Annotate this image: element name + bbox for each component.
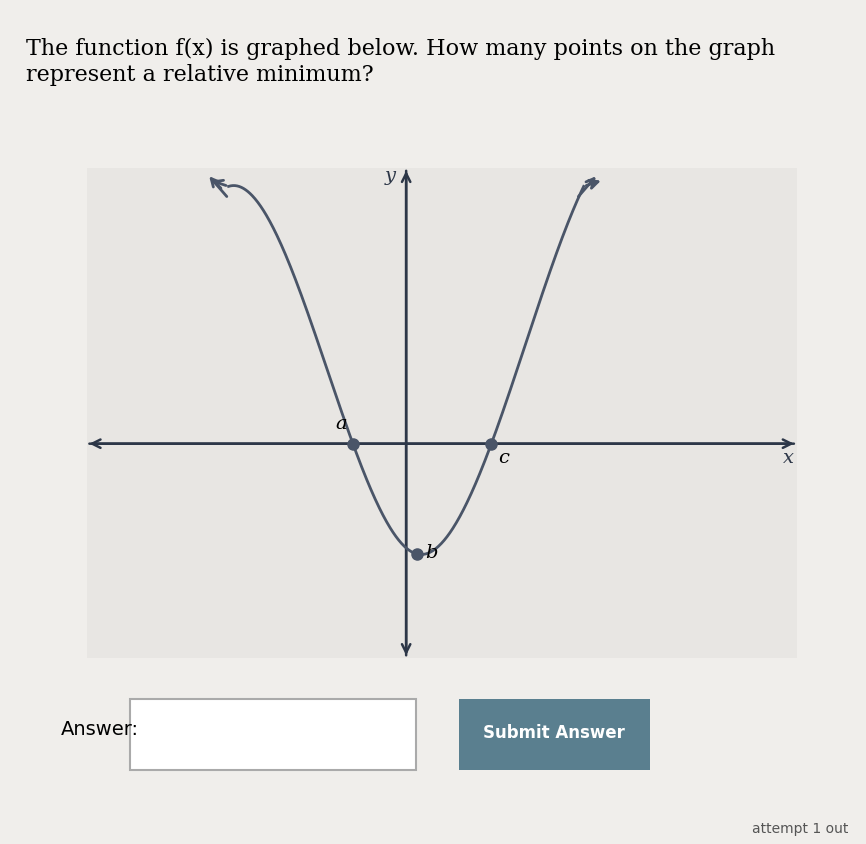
Text: Answer:: Answer: — [61, 719, 139, 738]
Text: c: c — [499, 448, 509, 467]
Text: The function f(x) is graphed below. How many points on the graph
represent a rel: The function f(x) is graphed below. How … — [26, 38, 775, 85]
Text: Submit Answer: Submit Answer — [483, 723, 625, 742]
FancyBboxPatch shape — [130, 699, 416, 770]
Text: a: a — [335, 415, 346, 433]
Text: y: y — [385, 167, 396, 185]
Text: x: x — [783, 448, 793, 467]
Text: attempt 1 out: attempt 1 out — [753, 820, 849, 835]
FancyBboxPatch shape — [459, 699, 650, 770]
Text: b: b — [425, 544, 438, 561]
